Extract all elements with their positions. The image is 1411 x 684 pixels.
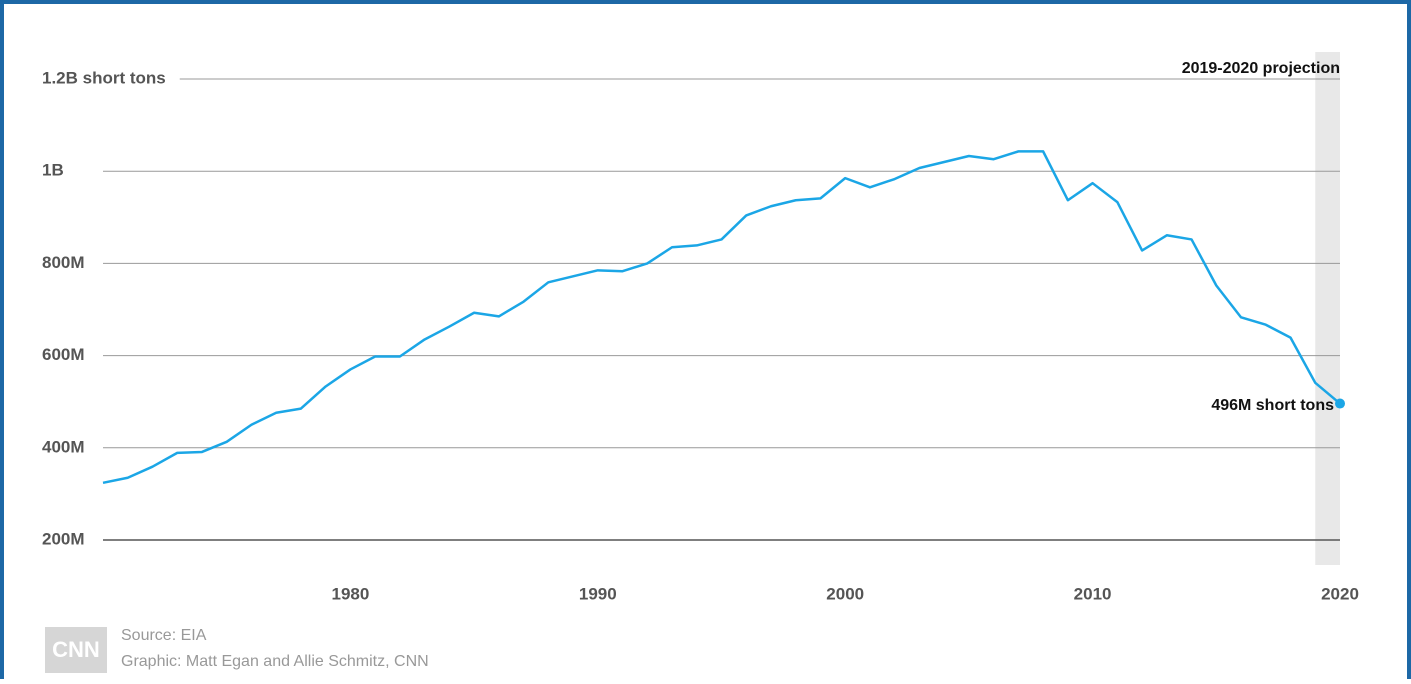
x-tick-label: 2010 [1074, 584, 1112, 603]
source: Source: EIA [121, 627, 207, 644]
y-tick-label: 800M [42, 253, 85, 272]
y-tick-label: 1B [42, 161, 64, 180]
y-tick-label: 1.2B short tons [42, 68, 166, 87]
y-tick-label: 400M [42, 437, 85, 456]
logo-box [45, 627, 107, 673]
x-tick-label: 2020 [1321, 584, 1359, 603]
x-tick-label: 1980 [331, 584, 369, 603]
x-tick-label: 2000 [826, 584, 864, 603]
credit: Graphic: Matt Egan and Allie Schmitz, CN… [121, 653, 429, 670]
x-tick-label: 1990 [579, 584, 617, 603]
end-label: 496M short tons [1211, 397, 1334, 414]
end-point [1335, 398, 1345, 409]
logo: CNN [52, 637, 100, 662]
line [102, 150, 1341, 485]
projection-band [1315, 52, 1340, 565]
y-tick-label: 600M [42, 345, 85, 364]
projection-label: 2019-2020 projection [1182, 60, 1340, 77]
y-tick-label: 200M [42, 529, 85, 548]
